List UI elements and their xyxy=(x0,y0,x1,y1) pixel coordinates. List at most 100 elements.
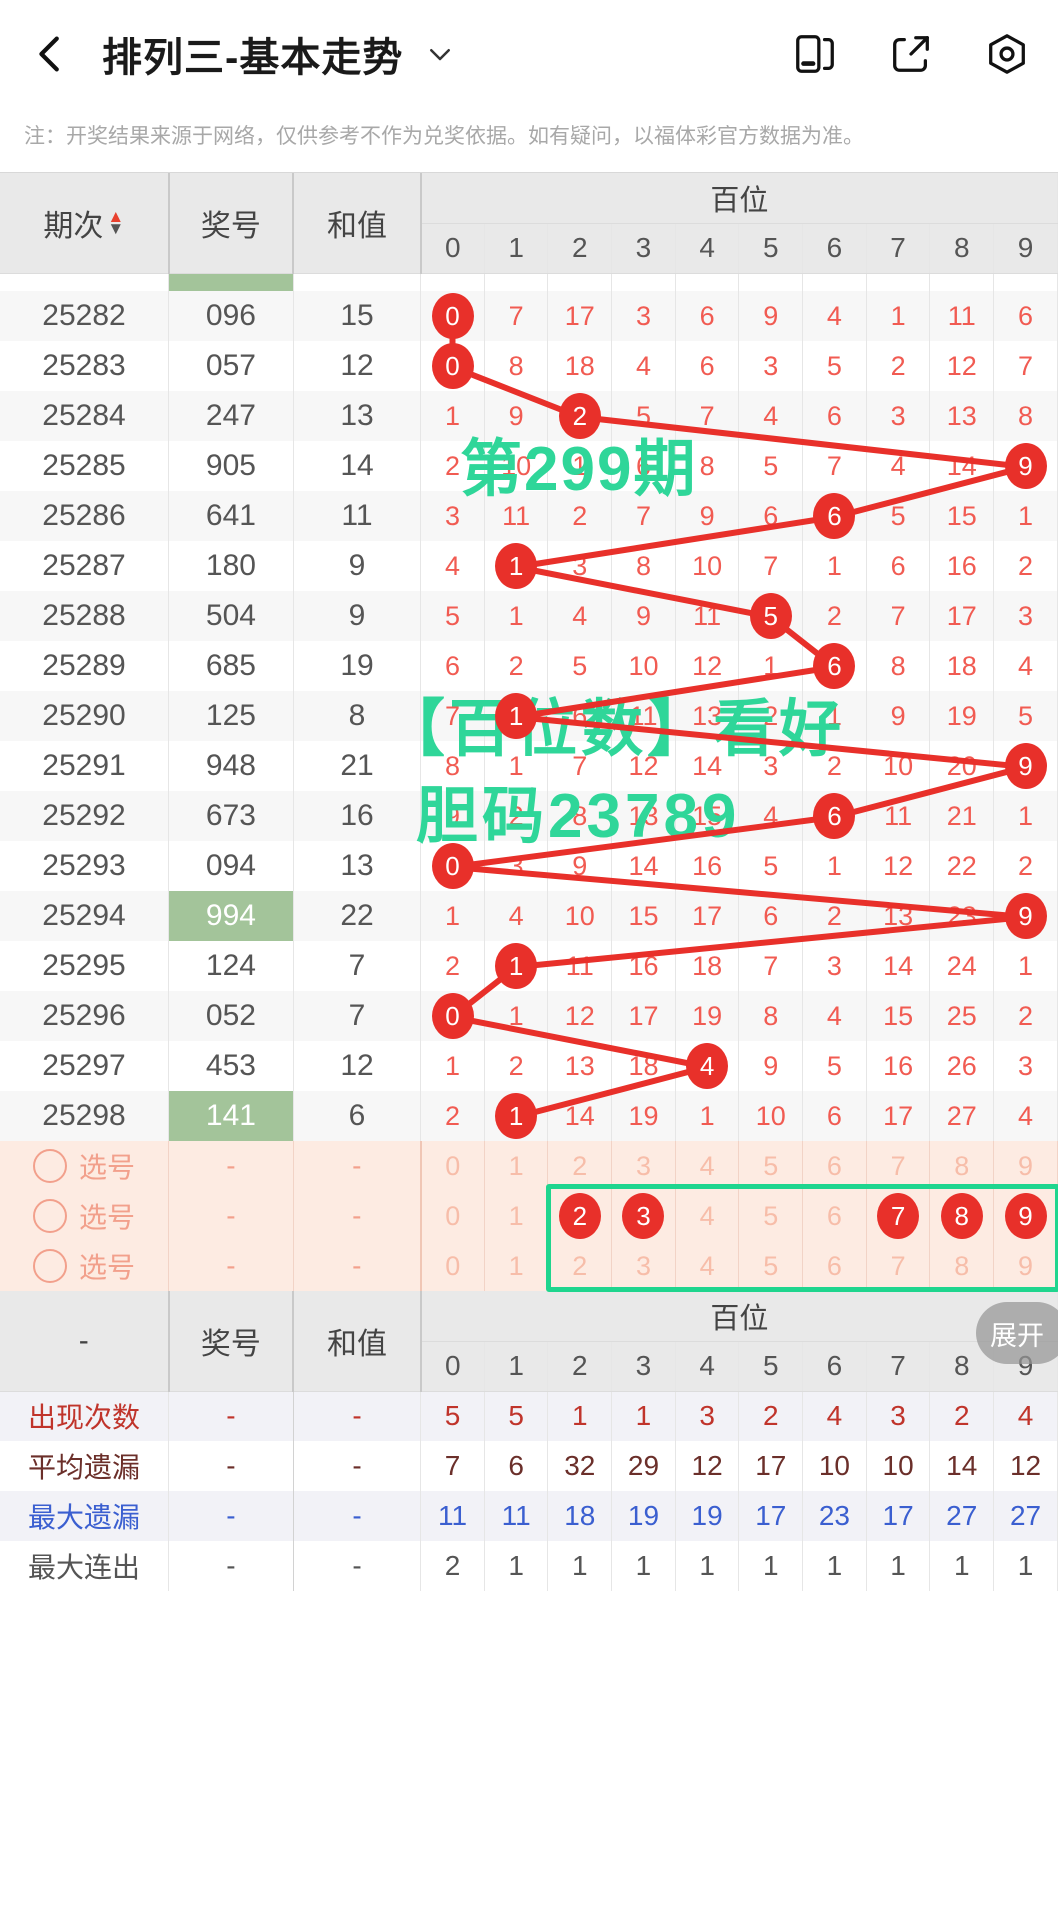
pick-digit-7[interactable]: 7 xyxy=(866,1241,931,1291)
cell-digit-9[interactable]: 6 xyxy=(993,291,1058,341)
pick-row-label[interactable]: 选号 xyxy=(0,1141,170,1191)
cell-digit-0[interactable]: 00 xyxy=(420,341,485,391)
cell-digit-3[interactable]: 11 xyxy=(611,691,676,741)
cell-digit-1[interactable]: 9 xyxy=(484,391,549,441)
cell-digit-0[interactable]: 1 xyxy=(420,891,485,941)
cell-digit-8[interactable]: 20 xyxy=(929,741,995,791)
cell-digit-3[interactable]: 19 xyxy=(611,1091,676,1141)
table-row[interactable]: 25290125871161113219195 xyxy=(0,691,1058,741)
cell-digit-7[interactable]: 16 xyxy=(866,1041,931,1091)
back-icon[interactable] xyxy=(28,31,74,77)
share-icon[interactable] xyxy=(888,31,934,77)
cell-digit-8[interactable]: 23 xyxy=(929,891,995,941)
cell-digit-8[interactable]: 16 xyxy=(929,541,995,591)
cell-digit-0[interactable]: 3 xyxy=(420,491,485,541)
cell-digit-4[interactable]: 44 xyxy=(675,1041,740,1091)
cell-digit-5[interactable]: 3 xyxy=(738,741,804,791)
cell-digit-8[interactable]: 18 xyxy=(929,641,995,691)
cell-digit-4[interactable]: 8 xyxy=(675,441,740,491)
cell-digit-7[interactable]: 12 xyxy=(866,841,931,891)
cell-digit-2[interactable]: 11 xyxy=(547,941,613,991)
cell-digit-7[interactable]: 1 xyxy=(866,291,931,341)
cell-digit-3[interactable]: 15 xyxy=(611,891,676,941)
pick-digit-2[interactable]: 2 xyxy=(547,1141,613,1191)
cell-digit-4[interactable]: 16 xyxy=(675,841,740,891)
cell-digit-3[interactable]: 10 xyxy=(611,641,676,691)
expand-button[interactable]: 展开 xyxy=(976,1302,1058,1364)
trend-table-container[interactable]: 期次 ▲ ▼ 奖号 和值 百位 0 1 2 3 4 5 6 xyxy=(0,172,1058,1591)
radio-circle-icon[interactable] xyxy=(33,1149,67,1183)
cell-digit-1[interactable]: 7 xyxy=(484,291,549,341)
cell-digit-5[interactable]: 4 xyxy=(738,791,804,841)
pick-digit-7[interactable]: 7 xyxy=(866,1141,931,1191)
sort-asc-icon[interactable]: ▲ xyxy=(107,206,125,226)
cell-digit-8[interactable]: 11 xyxy=(929,291,995,341)
cell-digit-6[interactable]: 1 xyxy=(802,841,867,891)
cell-digit-4[interactable]: 18 xyxy=(675,941,740,991)
cell-digit-5[interactable]: 4 xyxy=(738,391,804,441)
cell-digit-7[interactable]: 11 xyxy=(866,791,931,841)
pick-digit-3[interactable]: 33 xyxy=(611,1191,676,1241)
cell-digit-8[interactable]: 15 xyxy=(929,491,995,541)
cell-digit-9[interactable]: 8 xyxy=(993,391,1058,441)
cell-digit-0[interactable]: 2 xyxy=(420,1091,485,1141)
cell-digit-2[interactable]: 8 xyxy=(547,791,613,841)
cell-digit-4[interactable]: 17 xyxy=(675,891,740,941)
cell-digit-0[interactable]: 00 xyxy=(420,291,485,341)
cell-digit-6[interactable]: 4 xyxy=(802,291,867,341)
cell-digit-6[interactable]: 7 xyxy=(802,441,867,491)
pick-digit-5[interactable]: 5 xyxy=(738,1141,804,1191)
cell-digit-1[interactable]: 3 xyxy=(484,841,549,891)
cell-digit-4[interactable]: 10 xyxy=(675,541,740,591)
pick-digit-6[interactable]: 6 xyxy=(802,1191,867,1241)
sort-desc-icon[interactable]: ▼ xyxy=(107,218,125,238)
cell-digit-1[interactable]: 11 xyxy=(484,691,549,741)
cell-digit-2[interactable]: 10 xyxy=(547,891,613,941)
cell-digit-9[interactable]: 4 xyxy=(993,641,1058,691)
cell-digit-9[interactable]: 3 xyxy=(993,591,1058,641)
cell-digit-6[interactable]: 5 xyxy=(802,341,867,391)
cell-digit-1[interactable]: 11 xyxy=(484,541,549,591)
pick-digit-0[interactable]: 0 xyxy=(420,1191,485,1241)
cell-digit-0[interactable]: 2 xyxy=(420,441,485,491)
pick-digit-8[interactable]: 88 xyxy=(929,1191,995,1241)
cell-digit-5[interactable]: 6 xyxy=(738,891,804,941)
pick-digit-8[interactable]: 8 xyxy=(929,1241,995,1291)
cell-digit-1[interactable]: 2 xyxy=(484,1041,549,1091)
table-row[interactable]: 25294994221410151762132399 xyxy=(0,891,1058,941)
pick-digit-8[interactable]: 8 xyxy=(929,1141,995,1191)
cell-digit-9[interactable]: 5 xyxy=(993,691,1058,741)
cell-digit-8[interactable]: 14 xyxy=(929,441,995,491)
cell-digit-2[interactable]: 13 xyxy=(547,1041,613,1091)
cell-digit-7[interactable]: 6 xyxy=(866,541,931,591)
cell-digit-1[interactable]: 11 xyxy=(484,941,549,991)
cell-digit-3[interactable]: 18 xyxy=(611,1041,676,1091)
pick-digit-7[interactable]: 77 xyxy=(866,1191,931,1241)
cell-digit-6[interactable]: 66 xyxy=(802,641,867,691)
cell-digit-6[interactable]: 2 xyxy=(802,741,867,791)
cell-digit-6[interactable]: 3 xyxy=(802,941,867,991)
cell-digit-5[interactable]: 1 xyxy=(738,641,804,691)
cell-digit-4[interactable]: 7 xyxy=(675,391,740,441)
cell-digit-3[interactable]: 13 xyxy=(611,791,676,841)
cell-digit-3[interactable]: 6 xyxy=(611,441,676,491)
cell-digit-5[interactable]: 9 xyxy=(738,291,804,341)
table-row[interactable]: 2529267316928131546611211 xyxy=(0,791,1058,841)
table-row[interactable]: 2528850495149115527173 xyxy=(0,591,1058,641)
pick-row[interactable]: 选号 - -0 1 2 3 4 5 6 7 8 9 xyxy=(0,1141,1058,1191)
cell-digit-3[interactable]: 16 xyxy=(611,941,676,991)
pick-digit-5[interactable]: 5 xyxy=(738,1191,804,1241)
cell-digit-2[interactable]: 22 xyxy=(547,391,613,441)
cell-digit-4[interactable]: 13 xyxy=(675,691,740,741)
cell-digit-9[interactable]: 99 xyxy=(993,891,1058,941)
cell-digit-3[interactable]: 8 xyxy=(611,541,676,591)
cell-digit-1[interactable]: 1 xyxy=(484,991,549,1041)
cell-digit-7[interactable]: 14 xyxy=(866,941,931,991)
cell-digit-5[interactable]: 3 xyxy=(738,341,804,391)
cell-digit-6[interactable]: 6 xyxy=(802,1091,867,1141)
cell-digit-6[interactable]: 1 xyxy=(802,691,867,741)
cell-digit-9[interactable]: 4 xyxy=(993,1091,1058,1141)
pick-digit-9[interactable]: 99 xyxy=(993,1191,1058,1241)
pick-digit-1[interactable]: 1 xyxy=(484,1141,549,1191)
cell-digit-7[interactable]: 7 xyxy=(866,591,931,641)
